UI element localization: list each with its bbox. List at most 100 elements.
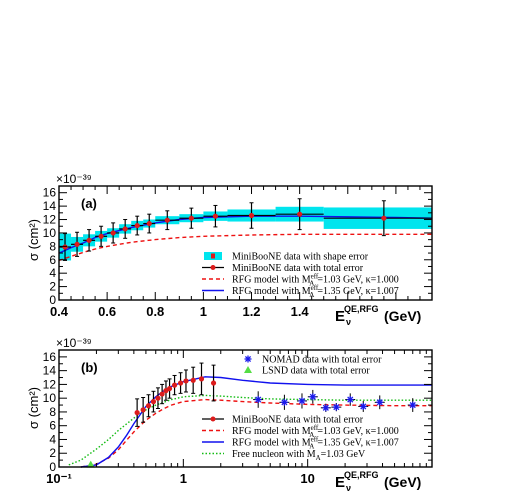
panel-b-label: (b) xyxy=(81,360,98,375)
data-point xyxy=(145,403,152,409)
data-point xyxy=(74,241,80,247)
data-point xyxy=(183,378,189,384)
panel-a-exponent-label: ×10⁻³⁹ xyxy=(56,172,92,186)
x-tick-label: 10 xyxy=(300,471,314,486)
x-tick-label: 0.8 xyxy=(146,304,164,319)
legend-label: NOMAD data with total error xyxy=(262,355,382,366)
x-tick-label: 0.4 xyxy=(50,304,69,319)
data-point xyxy=(159,391,165,397)
legend-marker-swatch xyxy=(211,253,215,259)
data-point xyxy=(140,407,146,413)
x-tick-label: 1.4 xyxy=(291,304,310,319)
y-tick-label: 6 xyxy=(49,419,56,433)
data-point xyxy=(62,244,68,250)
y-tick-label: 8 xyxy=(49,405,56,419)
panel-b-exponent-label: ×10⁻³⁹ xyxy=(56,336,92,350)
legend-label: MiniBooNE data with total error xyxy=(232,415,364,426)
y-tick-label: 16 xyxy=(43,350,57,364)
data-point xyxy=(122,226,128,232)
data-point xyxy=(381,215,387,221)
data-point xyxy=(248,212,255,219)
legend-label: RFG model with Meff A =1.03 GeV, κ=1.000 xyxy=(232,424,399,439)
panel-a-data-points xyxy=(59,198,432,261)
x-tick-label: 1 xyxy=(180,471,187,486)
y-tick-label: 0 xyxy=(49,293,56,307)
rfg-model-1p03-curve xyxy=(58,233,432,262)
panel-a-y-axis-label: σ (cm²) xyxy=(26,219,41,261)
legend-label: MiniBooNE data with shape error xyxy=(232,252,369,263)
panel-b-data-points xyxy=(86,362,418,468)
x-tick-label: 0.6 xyxy=(98,304,116,319)
legend-nomad-swatch xyxy=(244,355,252,363)
legend-label: LSND data with total error xyxy=(262,366,370,377)
data-point xyxy=(164,217,170,223)
data-point xyxy=(210,380,217,386)
legend-label: Free nucleon with MA=1.03 GeV xyxy=(232,449,366,462)
y-tick-label: 10 xyxy=(43,226,57,240)
legend-label: MiniBooNE data with total error xyxy=(232,263,364,274)
panel-b-x-axis-label: E QE,RFG ν (GeV) xyxy=(335,470,421,493)
lsnd-point xyxy=(86,460,95,468)
y-tick-label: 10 xyxy=(43,391,57,405)
y-tick-label: 14 xyxy=(43,364,57,378)
y-tick-label: 4 xyxy=(49,432,56,446)
data-point xyxy=(190,377,196,383)
data-point xyxy=(212,213,219,219)
y-tick-label: 6 xyxy=(49,253,56,267)
data-point xyxy=(198,376,205,382)
svg-text:ν: ν xyxy=(346,317,351,327)
data-point xyxy=(110,230,116,236)
legend-marker-swatch xyxy=(210,416,216,422)
data-point xyxy=(150,399,157,405)
data-point xyxy=(171,382,178,388)
y-tick-label: 8 xyxy=(49,239,56,253)
data-point xyxy=(86,237,92,243)
y-tick-label: 2 xyxy=(49,446,56,460)
y-tick-label: 2 xyxy=(49,280,56,294)
svg-text:E: E xyxy=(335,308,345,325)
nomad-point xyxy=(359,402,367,410)
x-tick-label: 1.2 xyxy=(242,304,260,319)
nomad-point xyxy=(322,404,330,412)
data-point xyxy=(134,410,140,416)
svg-text:(GeV): (GeV) xyxy=(384,474,421,490)
svg-text:ν: ν xyxy=(346,483,351,493)
svg-text:QE,RFG: QE,RFG xyxy=(344,470,379,480)
panel-b-y-axis-label: σ (cm²) xyxy=(26,387,41,429)
y-tick-label: 0 xyxy=(49,460,56,474)
data-point xyxy=(188,215,194,221)
x-tick-label: 1 xyxy=(200,304,207,319)
panel-b-frame xyxy=(58,349,433,468)
y-tick-label: 16 xyxy=(43,186,57,200)
legend-lsnd-swatch xyxy=(244,366,252,373)
y-tick-label: 4 xyxy=(49,266,56,280)
data-point xyxy=(155,395,161,401)
nomad-point xyxy=(309,393,317,401)
data-point xyxy=(166,385,173,392)
y-tick-label: 14 xyxy=(43,199,57,213)
svg-text:QE,RFG: QE,RFG xyxy=(344,304,379,314)
svg-text:(GeV): (GeV) xyxy=(384,308,421,324)
y-tick-label: 12 xyxy=(43,377,57,391)
nomad-point xyxy=(280,398,288,406)
data-point xyxy=(297,211,303,217)
data-point xyxy=(146,220,152,227)
nomad-point xyxy=(376,398,384,406)
rfg-model-1p03-curve xyxy=(80,398,432,468)
panel-b-model-curves xyxy=(68,376,432,468)
panel-a-legend: MiniBooNE data with shape errorMiniBooNE… xyxy=(202,252,399,299)
x-tick-label: 10⁻¹ xyxy=(46,471,72,486)
rfg-model-1p35-curve xyxy=(80,376,432,468)
data-point xyxy=(98,233,104,239)
legend-marker-swatch xyxy=(210,265,216,270)
nomad-point xyxy=(254,396,262,404)
nomad-point xyxy=(346,396,354,404)
data-point xyxy=(134,222,140,229)
